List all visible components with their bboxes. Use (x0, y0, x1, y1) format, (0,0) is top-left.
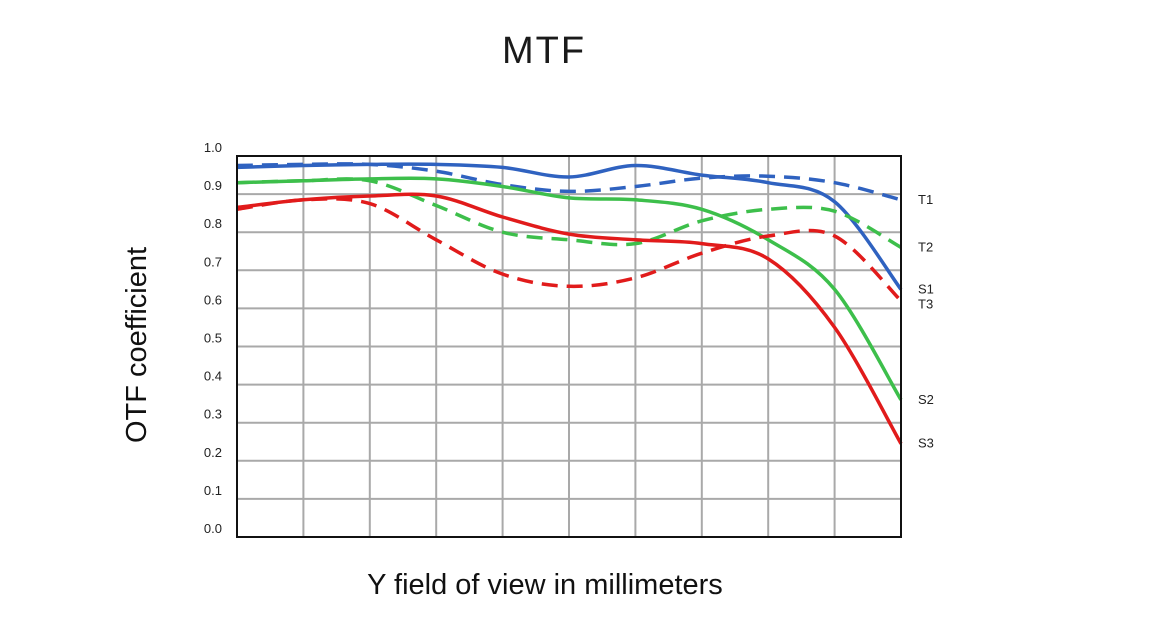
y-tick-label: 0.2 (204, 445, 222, 460)
y-tick-label: 0.6 (204, 292, 222, 307)
y-axis-label: OTF coefficient (121, 247, 153, 443)
y-tick-label: 0.1 (204, 483, 222, 498)
y-tick-labels: 0.0 0.1 0.2 0.3 0.4 0.5 0.6 0.7 0.8 0.9 1.0 (204, 140, 222, 536)
y-tick-label: 0.5 (204, 331, 222, 346)
series-line-s3 (236, 192, 903, 445)
grid-lines (237, 156, 901, 537)
x-axis-label: Y field of view in millimeters (367, 569, 723, 601)
y-tick-label: 0.7 (204, 254, 222, 269)
y-tick-label: 0.9 (204, 178, 222, 193)
series-line-s1 (236, 162, 903, 291)
y-tick-label: 0.8 (204, 216, 222, 231)
series-lines (236, 162, 903, 445)
series-label-s2: S2 (918, 392, 934, 407)
y-tick-label: 0.4 (204, 369, 222, 384)
series-label-t2: T2 (918, 239, 933, 254)
y-tick-label: 0.3 (204, 407, 222, 422)
series-line-s2 (236, 176, 903, 401)
chart-title: MTF (501, 30, 587, 72)
y-tick-label: 1.0 (204, 140, 222, 155)
y-tick-label: 0.0 (204, 521, 222, 536)
series-label-s1: S1 (918, 281, 934, 296)
series-label-t1: T1 (918, 192, 933, 207)
series-label-t3: T3 (918, 296, 933, 311)
series-label-s3: S3 (918, 436, 934, 451)
series-line-t3 (236, 197, 903, 303)
plot-frame (236, 155, 902, 538)
